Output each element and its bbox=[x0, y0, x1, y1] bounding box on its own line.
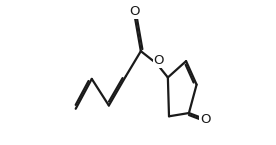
Text: O: O bbox=[130, 5, 140, 18]
Text: O: O bbox=[200, 113, 211, 126]
Text: O: O bbox=[154, 54, 164, 67]
